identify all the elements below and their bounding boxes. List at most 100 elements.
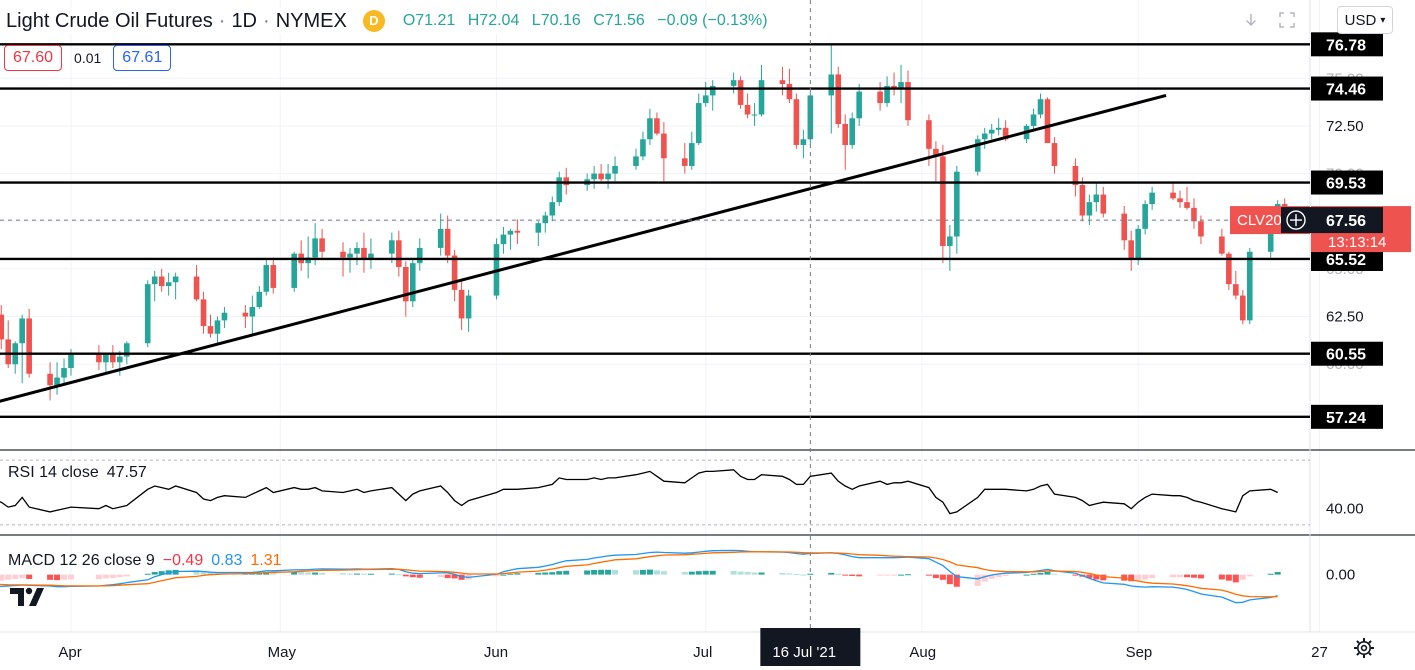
- candle[interactable]: [151, 270, 158, 302]
- candle[interactable]: [409, 259, 416, 308]
- candle[interactable]: [347, 247, 353, 273]
- candle[interactable]: [884, 76, 890, 107]
- candle[interactable]: [1226, 251, 1232, 290]
- candle[interactable]: [612, 156, 618, 182]
- candle[interactable]: [26, 308, 32, 378]
- sell-button[interactable]: 67.60: [4, 45, 63, 71]
- candle[interactable]: [96, 345, 102, 370]
- candle[interactable]: [47, 362, 53, 401]
- candle[interactable]: [751, 103, 758, 126]
- candle[interactable]: [444, 215, 451, 264]
- candle[interactable]: [437, 213, 444, 256]
- candle[interactable]: [1177, 190, 1183, 208]
- candle[interactable]: [842, 114, 849, 170]
- candle[interactable]: [981, 127, 988, 149]
- fullscreen-icon[interactable]: [1274, 8, 1300, 32]
- candle[interactable]: [1030, 108, 1037, 132]
- candle[interactable]: [1246, 247, 1253, 325]
- candle[interactable]: [849, 112, 855, 149]
- candle[interactable]: [1079, 177, 1086, 222]
- candle[interactable]: [1128, 230, 1134, 271]
- candle[interactable]: [695, 93, 702, 145]
- interval-label[interactable]: 1D: [231, 9, 258, 32]
- currency-select[interactable]: USD ▾: [1337, 6, 1393, 34]
- candle[interactable]: [1072, 158, 1079, 197]
- candle[interactable]: [835, 66, 842, 128]
- candle[interactable]: [877, 82, 883, 111]
- candle[interactable]: [165, 272, 172, 296]
- candle[interactable]: [988, 124, 995, 140]
- candle[interactable]: [549, 196, 556, 222]
- candle[interactable]: [647, 108, 653, 145]
- delayed-data-badge[interactable]: D: [362, 10, 385, 32]
- candle[interactable]: [493, 238, 500, 300]
- candle[interactable]: [995, 118, 1002, 136]
- candle[interactable]: [640, 131, 646, 161]
- candle[interactable]: [200, 291, 207, 334]
- candle[interactable]: [249, 295, 256, 334]
- candle[interactable]: [974, 135, 981, 176]
- settings-gear-icon[interactable]: [1352, 636, 1376, 660]
- candle[interactable]: [5, 320, 12, 369]
- candle[interactable]: [633, 148, 639, 170]
- candle[interactable]: [193, 265, 200, 302]
- candle[interactable]: [103, 352, 109, 374]
- buy-button[interactable]: 67.61: [113, 45, 172, 71]
- candle[interactable]: [291, 251, 297, 292]
- candle[interactable]: [702, 82, 709, 107]
- candle[interactable]: [1093, 183, 1100, 212]
- candle[interactable]: [535, 221, 542, 247]
- trendline[interactable]: [0, 93, 1167, 410]
- candle[interactable]: [403, 261, 409, 317]
- candle[interactable]: [1051, 137, 1058, 174]
- candle[interactable]: [207, 314, 214, 338]
- candle[interactable]: [661, 122, 667, 182]
- candle[interactable]: [1240, 289, 1246, 325]
- candle[interactable]: [396, 230, 402, 277]
- symbol-name[interactable]: Light Crude Oil Futures: [6, 9, 213, 32]
- candle[interactable]: [214, 316, 221, 346]
- candle[interactable]: [737, 76, 744, 109]
- candle[interactable]: [605, 164, 611, 189]
- candle[interactable]: [947, 225, 953, 271]
- candle[interactable]: [598, 164, 604, 182]
- candle[interactable]: [542, 211, 549, 233]
- candle[interactable]: [1233, 270, 1239, 300]
- candle[interactable]: [786, 68, 793, 104]
- candle[interactable]: [744, 93, 751, 119]
- candle[interactable]: [368, 238, 374, 269]
- candle[interactable]: [1149, 186, 1155, 210]
- candle[interactable]: [1044, 97, 1051, 144]
- candle[interactable]: [940, 144, 946, 264]
- candle[interactable]: [270, 257, 277, 294]
- candle[interactable]: [416, 238, 423, 271]
- candle[interactable]: [1170, 183, 1176, 201]
- candle[interactable]: [688, 131, 695, 170]
- macd-signal-line[interactable]: [0, 551, 1278, 598]
- candle[interactable]: [514, 219, 521, 245]
- candle[interactable]: [898, 64, 904, 104]
- candle[interactable]: [305, 236, 311, 279]
- candle[interactable]: [54, 362, 60, 395]
- candle[interactable]: [891, 72, 897, 96]
- candle[interactable]: [1121, 205, 1128, 250]
- candle[interactable]: [221, 307, 228, 328]
- candle[interactable]: [1100, 186, 1107, 218]
- candle[interactable]: [682, 143, 688, 174]
- candle[interactable]: [563, 167, 570, 195]
- candle[interactable]: [61, 358, 67, 384]
- rsi-line[interactable]: [0, 469, 1278, 515]
- candle[interactable]: [856, 83, 862, 126]
- candle[interactable]: [12, 341, 18, 374]
- candle[interactable]: [451, 249, 458, 302]
- candle[interactable]: [354, 242, 360, 266]
- candle[interactable]: [500, 226, 507, 254]
- candle[interactable]: [1037, 93, 1044, 119]
- candle[interactable]: [709, 80, 716, 111]
- candle[interactable]: [905, 70, 911, 126]
- candle[interactable]: [1142, 200, 1148, 235]
- candle[interactable]: [172, 272, 179, 300]
- candle[interactable]: [144, 280, 151, 348]
- candle[interactable]: [465, 289, 472, 332]
